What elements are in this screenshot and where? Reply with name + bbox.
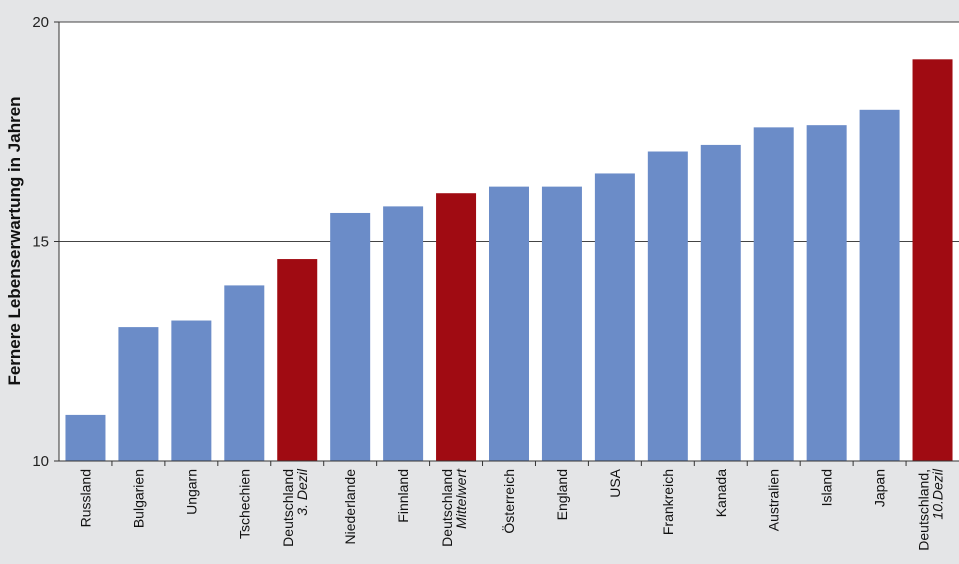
bar [330, 212, 371, 461]
x-tick-label: Kanada [713, 469, 729, 517]
bar [912, 59, 953, 461]
bars [65, 59, 953, 462]
x-tick-label: Japan [872, 469, 888, 507]
x-tick-sublabel: Mittelwert [453, 468, 469, 529]
x-tick-label: Deutschland [439, 469, 455, 547]
x-tick-label: Österreich [500, 469, 517, 534]
bar [753, 127, 794, 462]
bar [118, 327, 159, 461]
x-tick-label: England [554, 469, 570, 520]
bar [65, 414, 106, 461]
x-tick-label: Ungarn [183, 469, 199, 515]
x-ticks: Russland Bulgarien Ungarn Tschechien Deutsch… [77, 461, 946, 551]
x-tick-sublabel: 10.Dezil [930, 468, 946, 519]
bar [277, 259, 318, 461]
x-tick-label: Frankreich [660, 469, 676, 535]
x-tick-label: Deutschland, [916, 469, 932, 551]
y-tick-label: 20 [32, 14, 49, 31]
x-tick-label: Deutschland [280, 469, 296, 547]
x-tick-label: Tschechien [236, 469, 252, 539]
y-ticks: 10 15 20 [32, 14, 59, 470]
bar [806, 125, 847, 461]
x-tick-label: Niederlande [342, 469, 358, 545]
bar [436, 193, 477, 461]
bar [489, 186, 529, 461]
bar [647, 151, 688, 461]
bar [700, 144, 741, 462]
x-tick-sublabel: 3. Dezil [294, 468, 310, 516]
x-tick-label: Australien [766, 469, 782, 531]
x-tick-label: Finnland [395, 469, 411, 523]
x-tick-label: USA [607, 468, 623, 497]
x-tick-label: Island [819, 469, 835, 506]
bar [171, 320, 212, 461]
y-tick-label: 15 [32, 234, 49, 251]
bar [541, 186, 582, 461]
bar [859, 109, 900, 462]
y-axis-label: Fernere Lebenserwartung in Jahren [5, 96, 24, 385]
y-tick-label: 10 [32, 453, 49, 470]
bar [224, 285, 265, 461]
x-tick-label: Russland [77, 469, 93, 527]
x-tick-label: Bulgarien [130, 469, 146, 528]
bar [383, 206, 424, 461]
bar [594, 173, 635, 461]
